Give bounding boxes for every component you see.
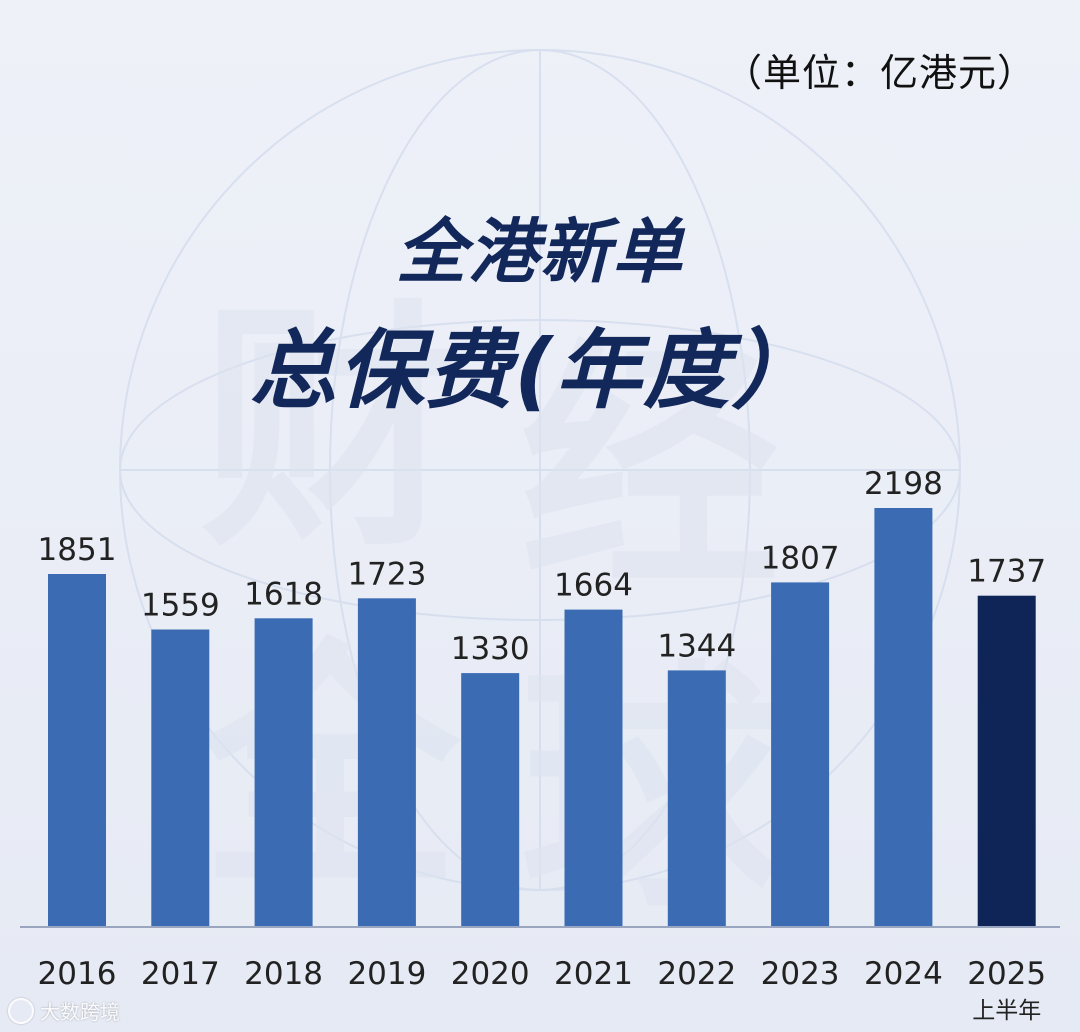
- footer-logo: 大数跨境: [8, 996, 120, 1025]
- x-tick-sublabel-2025: 上半年: [972, 998, 1041, 1024]
- data-label-2018: 1618: [244, 576, 323, 612]
- bar-2023: [771, 582, 830, 926]
- bar-2016: [48, 574, 106, 926]
- data-label-2022: 1344: [657, 628, 736, 664]
- unit-label: （单位：亿港元）: [723, 51, 1036, 95]
- x-tick-label-2023: 2023: [761, 956, 840, 992]
- x-tick-label-2022: 2022: [657, 956, 736, 992]
- data-label-2016: 1851: [38, 532, 117, 568]
- data-label-2024: 2198: [864, 466, 943, 502]
- bar-2017: [151, 629, 210, 926]
- x-tick-label-2020: 2020: [451, 956, 530, 992]
- x-tick-label-2017: 2017: [141, 956, 220, 992]
- bar-2025: [977, 595, 1036, 926]
- footer-logo-text: 大数跨境: [40, 1000, 120, 1024]
- bar-2021: [564, 609, 623, 926]
- bar-2018: [254, 618, 313, 926]
- data-label-2017: 1559: [141, 588, 220, 624]
- bar-2020: [461, 673, 520, 926]
- bar-2022: [667, 670, 726, 926]
- x-tick-label-2018: 2018: [244, 956, 323, 992]
- brand-logo-icon: [8, 997, 34, 1024]
- x-tick-label-2024: 2024: [864, 956, 943, 992]
- x-tick-label-2019: 2019: [347, 956, 426, 992]
- data-label-2019: 1723: [347, 556, 426, 592]
- bar-2019: [357, 598, 416, 926]
- bar-2024: [874, 508, 933, 926]
- chart-title-line2: 总保费(年度）: [250, 321, 820, 421]
- data-label-2020: 1330: [451, 631, 530, 667]
- x-tick-label-2021: 2021: [554, 956, 633, 992]
- data-label-2021: 1664: [554, 568, 633, 604]
- data-label-2025: 1737: [967, 554, 1046, 590]
- x-tick-label-2025: 2025: [967, 956, 1046, 992]
- x-tick-label-2016: 2016: [38, 956, 117, 992]
- chart-title-line1: 全港新单: [396, 211, 684, 293]
- data-label-2023: 1807: [761, 540, 840, 576]
